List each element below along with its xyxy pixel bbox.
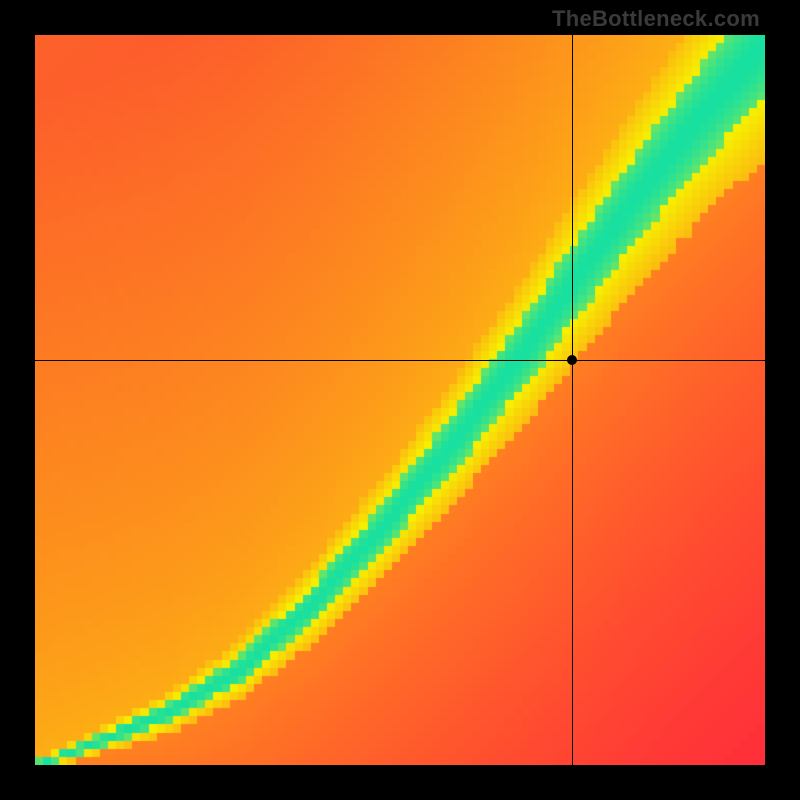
watermark-text: TheBottleneck.com bbox=[552, 6, 760, 32]
plot-area bbox=[35, 35, 765, 765]
heatmap-canvas bbox=[35, 35, 765, 765]
crosshair-marker-dot bbox=[567, 355, 577, 365]
crosshair-horizontal bbox=[35, 360, 765, 361]
crosshair-vertical bbox=[572, 35, 573, 765]
